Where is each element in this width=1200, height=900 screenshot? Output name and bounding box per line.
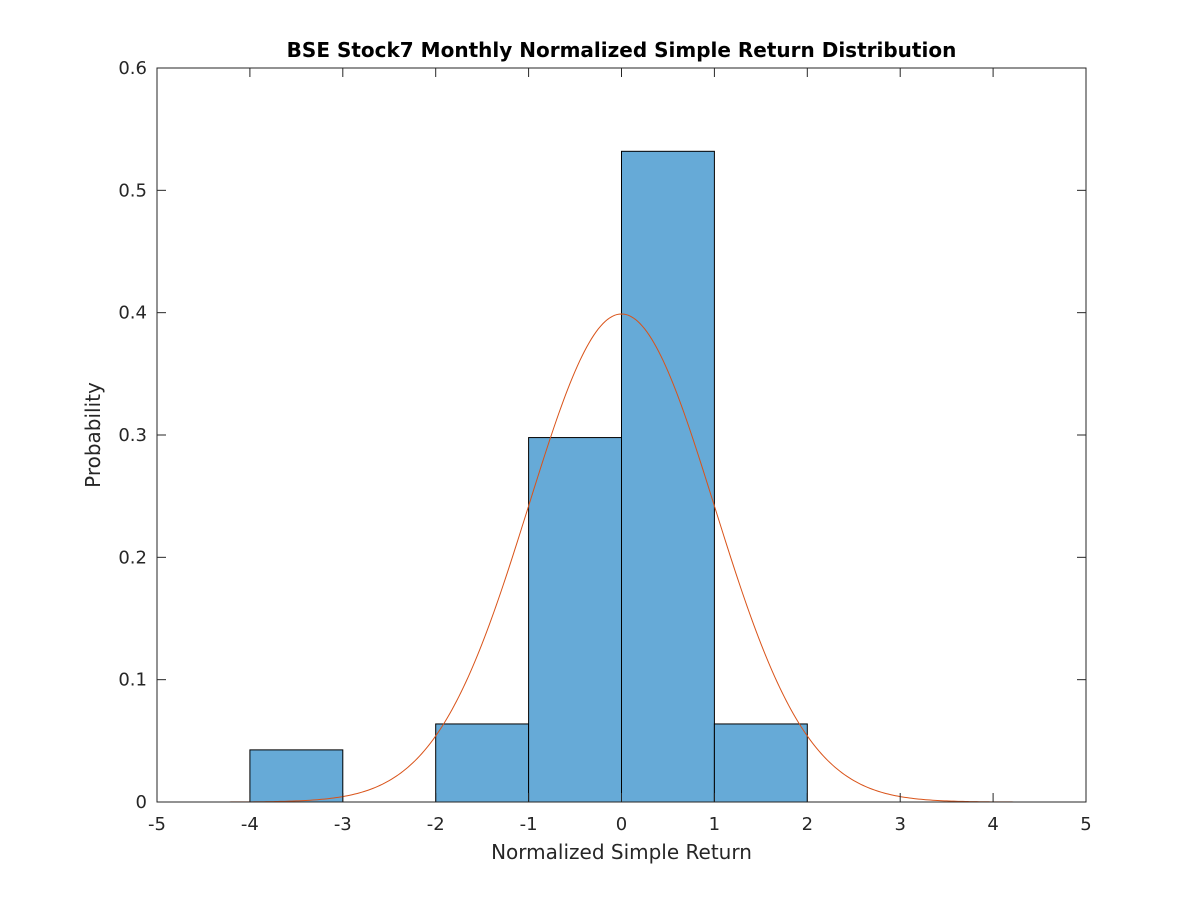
x-axis-label: Normalized Simple Return (491, 840, 752, 864)
histogram-bar (621, 150, 715, 803)
y-tick-label: 0.4 (118, 303, 147, 324)
x-tick-label: -2 (427, 814, 445, 835)
y-axis-label: Probability (81, 382, 105, 488)
normal-pdf-curve (157, 313, 1086, 803)
y-tick-label: 0.6 (118, 58, 147, 79)
x-tick-label: 3 (894, 814, 905, 835)
x-tick-label: 4 (987, 814, 998, 835)
histogram-bar (713, 723, 808, 803)
histogram-bar (249, 749, 344, 803)
y-tick-label: 0.3 (118, 425, 147, 446)
x-tick-label: 5 (1080, 814, 1091, 835)
y-tick-label: 0.5 (118, 180, 147, 201)
y-tick-label: 0 (136, 792, 147, 813)
x-tick-label: 1 (709, 814, 720, 835)
y-tick-label: 0.2 (118, 547, 147, 568)
x-tick-label: 2 (802, 814, 813, 835)
y-axis-ticks: 0 0.1 0.2 0.3 0.4 0.5 0.6 (118, 58, 1086, 813)
x-tick-label: -5 (148, 814, 166, 835)
histogram-bars (249, 150, 808, 803)
histogram-bar (435, 723, 530, 803)
y-tick-label: 0.1 (118, 670, 147, 691)
x-tick-label: 0 (616, 814, 627, 835)
histogram-bar (528, 437, 622, 803)
x-tick-label: -1 (520, 814, 538, 835)
x-tick-label: -3 (334, 814, 352, 835)
chart-title: BSE Stock7 Monthly Normalized Simple Ret… (287, 38, 957, 62)
x-tick-label: -4 (241, 814, 259, 835)
x-axis-ticks: -5 -4 -3 -2 -1 0 1 2 3 4 5 (148, 68, 1092, 835)
